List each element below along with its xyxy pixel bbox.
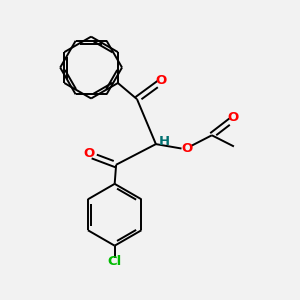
Text: O: O bbox=[156, 74, 167, 87]
Text: O: O bbox=[228, 111, 239, 124]
Text: O: O bbox=[83, 147, 95, 160]
Text: O: O bbox=[181, 142, 192, 155]
Text: H: H bbox=[159, 135, 170, 148]
Text: Cl: Cl bbox=[107, 255, 122, 268]
